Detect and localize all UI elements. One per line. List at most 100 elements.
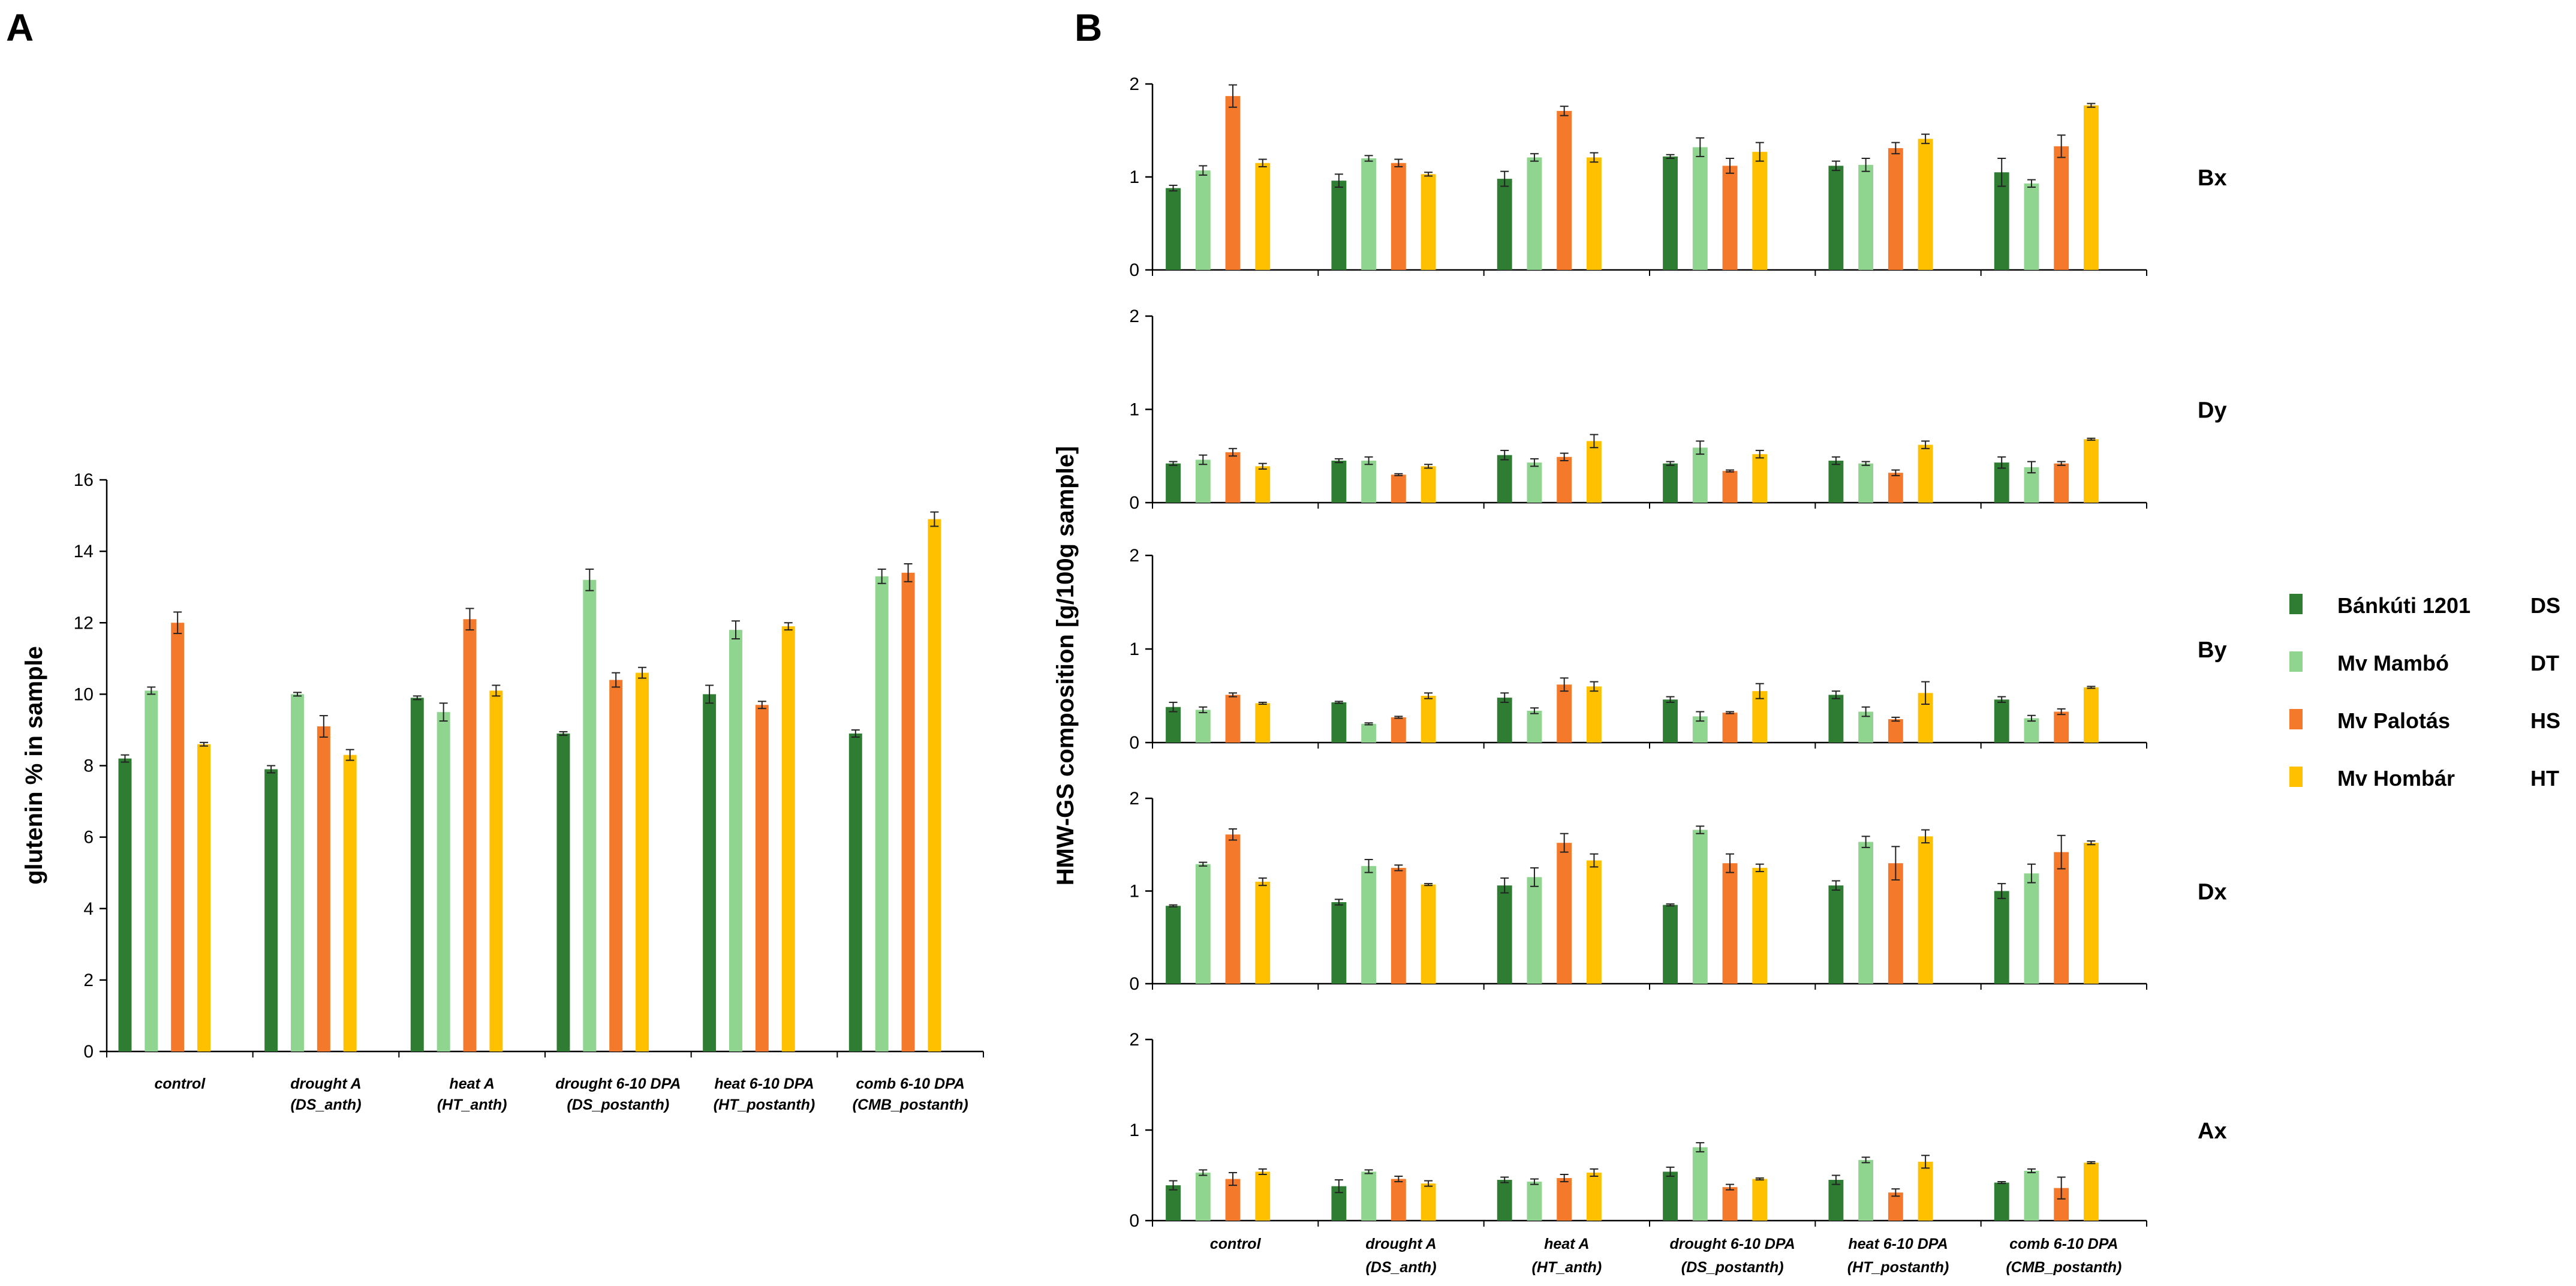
panel-b-dy-bar bbox=[1255, 466, 1271, 503]
panel-b-dy-bar bbox=[1527, 462, 1542, 503]
subplot-label-dy: Dy bbox=[2198, 398, 2227, 423]
panel-a-bar bbox=[556, 733, 570, 1051]
panel-a-category-sublabel: (CMB_postanth) bbox=[853, 1096, 968, 1113]
panel-b-dx-bar bbox=[2054, 852, 2069, 984]
legend-swatch bbox=[2289, 767, 2303, 787]
panel-b-y-axis-label: HMW-GS composition [g/100g sample] bbox=[1052, 446, 1079, 886]
panel-b-bx-bar bbox=[2083, 105, 2099, 270]
panel-b-dx-bar bbox=[1331, 902, 1347, 984]
panel-b-bx-bar bbox=[1421, 174, 1436, 270]
panel-b-ax-bar bbox=[1692, 1147, 1708, 1221]
panel-b-bx-bar bbox=[1994, 172, 2009, 270]
panel-b-ax-bar bbox=[1527, 1182, 1542, 1221]
panel-a-letter: A bbox=[6, 6, 34, 49]
panel-b-ax-bar bbox=[1255, 1171, 1271, 1221]
panel-b-chart: 0 1 2 Bx 0 1 2 Dy 0 1 2 By 0 1 2 Dx 0 1 2 control drought A (… bbox=[1052, 74, 2227, 1276]
panel-b-by-bar bbox=[1225, 695, 1241, 743]
panel-b-ax-category-label: heat A bbox=[1544, 1236, 1589, 1252]
subplot-label-dx: Dx bbox=[2198, 880, 2227, 905]
panel-b-ax-bar bbox=[1195, 1172, 1211, 1221]
panel-a-bar bbox=[171, 623, 185, 1051]
panel-b-bx-bar bbox=[1888, 148, 1903, 270]
panel-b-by-bar bbox=[2054, 711, 2069, 743]
panel-b-by-y-tick-label: 1 bbox=[1129, 639, 1139, 659]
panel-b-by-bar bbox=[1557, 684, 1572, 743]
panel-b-dy-bar bbox=[1421, 466, 1436, 503]
legend-swatch bbox=[2289, 651, 2303, 672]
panel-b-dy-bar bbox=[1391, 474, 1406, 503]
panel-b-dx-bar bbox=[1225, 834, 1241, 984]
panel-a-bar bbox=[437, 712, 450, 1051]
panel-b-by-y-tick-label: 2 bbox=[1129, 546, 1139, 566]
legend-series-name: Mv Palotás bbox=[2337, 708, 2450, 733]
panel-b-ax-category-sublabel: (DS_anth) bbox=[1365, 1259, 1436, 1276]
panel-b-dx-bar bbox=[1663, 905, 1678, 984]
panel-b-dy-bar bbox=[1692, 447, 1708, 503]
panel-b-by-bar bbox=[1752, 691, 1768, 743]
panel-b-by-bar bbox=[1586, 686, 1602, 743]
panel-a-category-label: heat A bbox=[449, 1075, 494, 1092]
panel-b-ax-y-tick-label: 0 bbox=[1129, 1211, 1139, 1231]
panel-a-y-tick-label: 4 bbox=[83, 899, 94, 919]
panel-b-dy-bar bbox=[1722, 471, 1738, 503]
panel-b-dy-bar bbox=[2083, 439, 2099, 503]
panel-a-y-tick-label: 10 bbox=[74, 684, 94, 704]
panel-b-bx-bar bbox=[1918, 139, 1933, 270]
panel-b-dy-bar bbox=[1195, 459, 1211, 503]
legend-series-tag: HT bbox=[2530, 766, 2559, 791]
panel-b-ax-bar bbox=[1166, 1185, 1181, 1221]
panel-b-dx-bar bbox=[1255, 882, 1271, 984]
panel-b-bx-bar bbox=[1331, 181, 1347, 270]
panel-a-category-label: drought A bbox=[290, 1075, 361, 1092]
legend-series-tag: DT bbox=[2530, 651, 2559, 675]
panel-a-bar bbox=[118, 758, 132, 1051]
panel-a-category-label: control bbox=[154, 1075, 206, 1092]
panel-a-category-sublabel: (HT_postanth) bbox=[714, 1096, 815, 1113]
panel-b-bx-y-tick-label: 0 bbox=[1129, 260, 1139, 280]
panel-b-dy-bar bbox=[1918, 444, 1933, 503]
panel-b-ax-bar bbox=[1828, 1180, 1844, 1221]
panel-b-dy-bar bbox=[1557, 456, 1572, 503]
panel-b-ax-bar bbox=[1752, 1179, 1768, 1221]
panel-b-ax-y-tick-label: 2 bbox=[1129, 1030, 1139, 1050]
panel-b-ax-bar bbox=[1994, 1182, 2009, 1221]
panel-a-bar bbox=[729, 630, 742, 1051]
panel-a-bar bbox=[901, 572, 915, 1051]
panel-b-by-bar bbox=[1331, 702, 1347, 743]
panel-a-bar bbox=[145, 690, 158, 1051]
panel-a-y-axis-label: glutenin % in sample bbox=[21, 646, 47, 885]
panel-a-bar bbox=[291, 694, 304, 1051]
panel-b-dy-bar bbox=[1586, 441, 1602, 503]
legend: Bánkúti 1201 DS Mv Mambó DT Mv Palotás HS Mv H… bbox=[2289, 593, 2560, 791]
panel-a-y-tick-label: 2 bbox=[83, 970, 94, 990]
panel-b-dx-bar bbox=[2083, 843, 2099, 984]
panel-b-dy-bar bbox=[1497, 455, 1512, 503]
panel-b-by-bar bbox=[1361, 723, 1377, 743]
panel-b-dx-bar bbox=[2024, 873, 2039, 984]
panel-b-ax-bar bbox=[1888, 1192, 1903, 1221]
panel-b-bx-bar bbox=[1828, 166, 1844, 270]
panel-b-bx-bar bbox=[1722, 166, 1738, 270]
panel-b-dy-bar bbox=[1166, 463, 1181, 503]
panel-b-bx-bar bbox=[1195, 170, 1211, 270]
panel-b-bx-bar bbox=[1858, 164, 1874, 270]
panel-b-dx-bar bbox=[1361, 866, 1377, 984]
panel-b-dx-bar bbox=[1692, 830, 1708, 984]
panel-b-ax-category-label: drought 6-10 DPA bbox=[1670, 1236, 1795, 1252]
panel-b-by-bar bbox=[1195, 710, 1211, 743]
panel-a-y-tick-label: 0 bbox=[83, 1042, 94, 1062]
panel-a-bar bbox=[583, 579, 597, 1051]
panel-a-category-sublabel: (DS_anth) bbox=[290, 1096, 361, 1113]
panel-b-by-y-tick-label: 0 bbox=[1129, 733, 1139, 753]
panel-b-bx-bar bbox=[1391, 163, 1406, 270]
panel-b-ax-bar bbox=[1391, 1179, 1406, 1221]
panel-b-dx-bar bbox=[1391, 867, 1406, 984]
panel-b-dx-bar bbox=[1828, 885, 1844, 984]
panel-b-ax-bar bbox=[1722, 1187, 1738, 1221]
panel-b-dy-bar bbox=[2054, 463, 2069, 503]
panel-b-bx-bar bbox=[2054, 146, 2069, 270]
panel-b-dx-bar bbox=[1586, 860, 1602, 984]
panel-a-category-label: heat 6-10 DPA bbox=[714, 1075, 814, 1092]
panel-b-dx-bar bbox=[1497, 885, 1512, 984]
panel-b-ax-bar bbox=[1361, 1171, 1377, 1221]
